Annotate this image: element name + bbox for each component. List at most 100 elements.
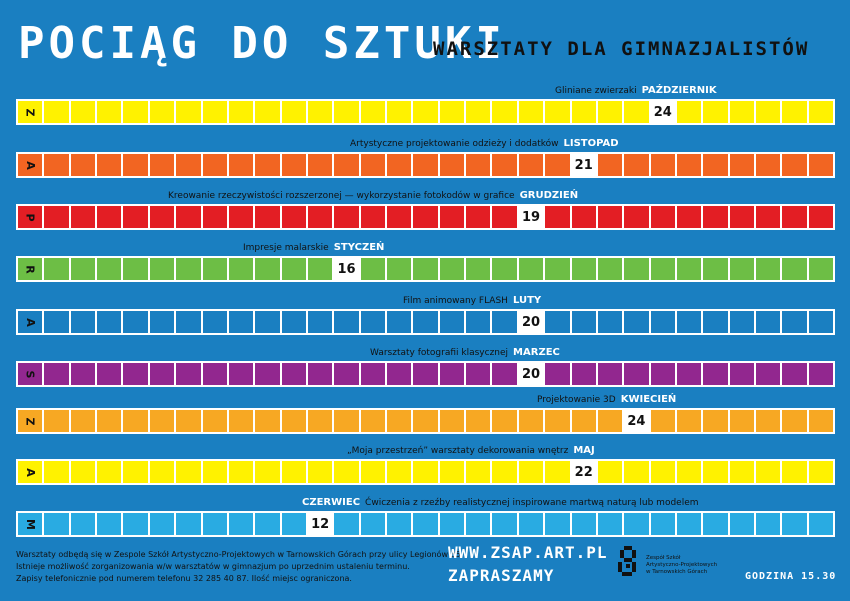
train-cell <box>413 410 440 432</box>
train-cell <box>281 513 308 535</box>
train-cell <box>703 101 730 123</box>
train-cell <box>202 363 229 385</box>
train-cell <box>492 311 519 333</box>
train-cell <box>597 311 625 333</box>
train-cell <box>729 513 757 535</box>
workshop-day: 12 <box>307 513 335 535</box>
poster-title: POCIĄG DO SZTUKI <box>18 18 506 69</box>
train-cell <box>439 513 467 535</box>
train-cell <box>123 410 150 432</box>
footer-info: Warsztaty odbędą się w Zespole Szkół Art… <box>16 549 463 585</box>
workshop-title: „Moja przestrzeń” warsztaty dekorowania … <box>347 446 569 456</box>
workshop-month: MAJ <box>573 445 595 456</box>
train-cell <box>703 363 730 385</box>
footer-info-line: Istnieje możliwość zorganizowania w/w wa… <box>16 562 410 571</box>
school-logo-icon <box>618 546 636 576</box>
workshop-train-row: R 16 <box>16 256 835 282</box>
workshop-month: STYCZEŃ <box>333 242 385 253</box>
train-cell <box>756 410 783 432</box>
train-cell <box>360 311 388 333</box>
train-cell <box>387 258 414 280</box>
train-cell <box>70 154 98 176</box>
train-cell <box>413 513 440 535</box>
train-cell <box>70 513 98 535</box>
train-cell <box>97 206 124 228</box>
train-cell <box>545 410 572 432</box>
train-cell <box>597 461 625 483</box>
train-cell <box>97 513 124 535</box>
train-cell <box>334 461 361 483</box>
train-cell <box>202 101 229 123</box>
train-cell <box>492 258 519 280</box>
train-cell <box>70 363 98 385</box>
workshop-train-row: M 12 <box>16 511 835 537</box>
train-cell <box>571 311 598 333</box>
train-cell <box>729 363 757 385</box>
train-cell <box>413 461 440 483</box>
train-cell <box>360 154 388 176</box>
train-cell <box>149 363 177 385</box>
train-cell <box>123 206 150 228</box>
train-cell <box>97 363 124 385</box>
train-cell <box>228 311 256 333</box>
train-cell <box>703 513 730 535</box>
train-cell <box>571 206 598 228</box>
train-cell <box>255 258 282 280</box>
train-cell <box>466 206 493 228</box>
workshop-train-row: S 20 <box>16 361 835 387</box>
workshop-month: CZERWIEC <box>302 497 361 508</box>
workshop-hour: GODZINA 15.30 <box>745 571 837 582</box>
train-cell <box>492 101 519 123</box>
workshop-day: 24 <box>650 101 677 123</box>
workshop-train-row: Z 24 <box>16 99 835 125</box>
train-cell <box>70 311 98 333</box>
train-cell <box>228 513 256 535</box>
train-cell <box>676 363 704 385</box>
row-letter-text: A <box>23 160 37 170</box>
train-cell <box>228 101 256 123</box>
workshop-train-row: Z 24 <box>16 408 835 434</box>
row-letter-text: Z <box>23 417 37 425</box>
train-cell <box>123 101 150 123</box>
train-cell <box>545 363 572 385</box>
train-cell <box>492 410 519 432</box>
train-cell <box>756 154 783 176</box>
train-cell <box>44 461 71 483</box>
train-cell <box>676 461 704 483</box>
workshop-train-row: P 19 <box>16 204 835 230</box>
train-cell <box>518 461 546 483</box>
train-cell <box>44 363 71 385</box>
train-cell <box>782 410 809 432</box>
train-cell <box>360 461 388 483</box>
train-cell <box>571 363 598 385</box>
workshop-title: Impresje malarskie <box>243 243 329 253</box>
workshop-month: LUTY <box>512 295 542 306</box>
workshop-month: PAŹDZIERNIK <box>641 85 717 96</box>
train-cell <box>808 154 834 176</box>
workshop-title: Artystyczne projektowanie odzieży i doda… <box>350 139 559 149</box>
train-cell <box>597 410 625 432</box>
train-cell <box>676 206 704 228</box>
train-cell <box>176 461 203 483</box>
row-letter-text: A <box>23 317 37 327</box>
train-cell <box>650 513 677 535</box>
train-cell <box>571 258 598 280</box>
train-cell <box>202 206 229 228</box>
train-cell <box>307 206 335 228</box>
train-cell <box>387 410 414 432</box>
workshop-day: 24 <box>624 410 651 432</box>
train-cell <box>281 363 308 385</box>
workshop-day: 20 <box>518 363 546 385</box>
row-letter-text: M <box>23 518 37 530</box>
train-cell <box>149 258 177 280</box>
train-cell <box>149 461 177 483</box>
workshop-day: 21 <box>571 154 598 176</box>
train-cell <box>176 154 203 176</box>
workshop-title: Gliniane zwierzaki <box>555 86 637 96</box>
train-cell <box>360 410 388 432</box>
train-cell <box>202 461 229 483</box>
train-cell <box>334 513 361 535</box>
website-link[interactable]: WWW.ZSAP.ART.PL <box>448 543 608 562</box>
row-letter-text: A <box>23 467 37 477</box>
train-cell <box>123 363 150 385</box>
